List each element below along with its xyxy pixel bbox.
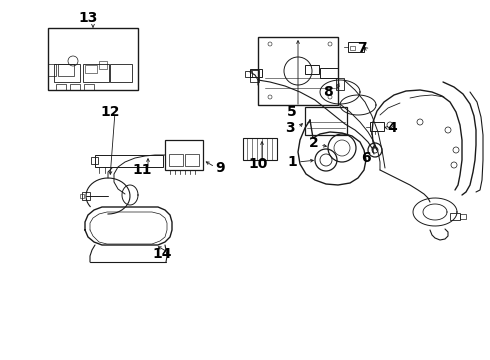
Text: 5: 5 <box>287 105 297 119</box>
Text: 10: 10 <box>248 157 268 171</box>
Bar <box>336 78 344 90</box>
Bar <box>48 64 56 76</box>
Bar <box>250 70 259 82</box>
Text: 4: 4 <box>387 121 397 135</box>
Bar <box>80 194 84 198</box>
Bar <box>450 213 460 220</box>
Text: 9: 9 <box>215 161 225 175</box>
Bar <box>82 192 90 200</box>
Bar <box>83 64 109 82</box>
Bar <box>185 154 199 166</box>
Bar <box>110 64 132 82</box>
Bar <box>169 154 183 166</box>
Bar <box>250 69 262 77</box>
Bar <box>243 138 277 160</box>
Bar <box>165 140 203 170</box>
Text: 7: 7 <box>357 41 367 55</box>
Bar <box>70 84 80 90</box>
Bar <box>245 71 252 77</box>
Bar <box>320 68 338 78</box>
Bar <box>350 46 355 50</box>
Bar <box>258 37 338 105</box>
Bar <box>348 42 364 52</box>
Text: 1: 1 <box>287 155 297 169</box>
Bar <box>460 214 466 219</box>
Bar <box>91 157 98 164</box>
Bar <box>58 64 74 76</box>
Bar <box>48 28 138 90</box>
Bar <box>99 61 107 69</box>
Bar <box>56 84 66 90</box>
Bar <box>84 84 94 90</box>
Bar <box>95 155 163 167</box>
Bar <box>305 65 319 74</box>
Text: 3: 3 <box>285 121 295 135</box>
Bar <box>370 122 384 131</box>
Bar <box>54 64 80 82</box>
Bar <box>305 107 347 135</box>
Text: 12: 12 <box>100 105 120 119</box>
Text: 2: 2 <box>309 136 319 150</box>
Bar <box>85 65 97 73</box>
Text: 8: 8 <box>323 85 333 99</box>
Text: 11: 11 <box>132 163 152 177</box>
Text: 14: 14 <box>152 247 172 261</box>
Text: 13: 13 <box>78 11 98 25</box>
Text: 6: 6 <box>361 151 371 165</box>
